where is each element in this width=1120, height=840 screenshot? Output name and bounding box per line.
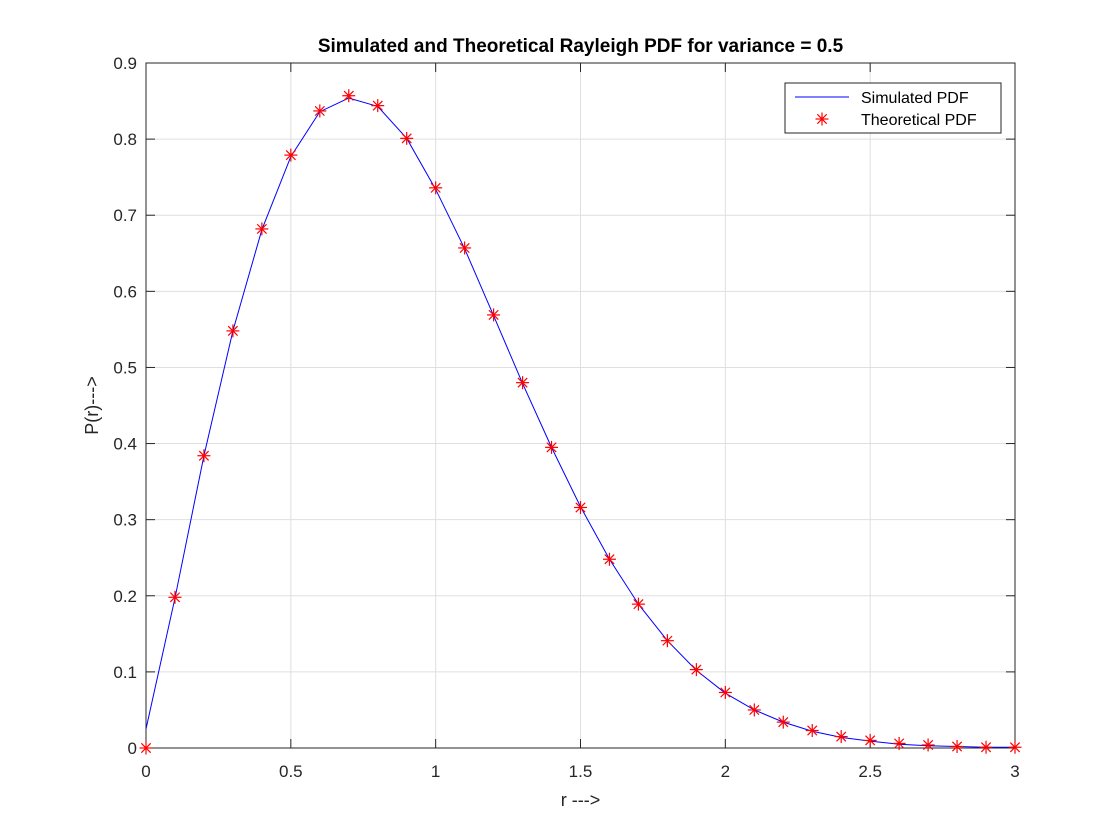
grid-lines [145,62,1016,749]
data-point-theoretical-pdf [226,324,240,338]
y-tick-label: 0 [128,739,137,758]
data-point-theoretical-pdf [284,148,298,162]
data-point-theoretical-pdf [892,736,906,750]
data-point-theoretical-pdf [168,590,182,604]
data-point-theoretical-pdf [139,741,153,755]
data-point-theoretical-pdf [313,104,327,118]
y-tick-label: 0.7 [113,206,137,225]
x-tick-label: 1 [431,762,440,781]
data-point-theoretical-pdf [747,703,761,717]
y-tick-label: 0.9 [113,54,137,73]
x-tick-label: 1.5 [569,762,593,781]
y-tick-label: 0.8 [113,130,137,149]
data-point-theoretical-pdf [371,99,385,113]
y-tick-label: 0.3 [113,511,137,530]
data-point-theoretical-pdf [921,738,935,752]
y-axis-label: P(r)---> [82,376,102,434]
legend-box [784,82,1002,134]
data-point-theoretical-pdf [342,89,356,103]
data-point-theoretical-pdf [631,597,645,611]
legend-asterisk-icon [815,112,829,126]
legend-label-theoretical: Theoretical PDF [861,112,977,129]
legend-marker-sample [815,112,829,126]
data-point-theoretical-pdf [429,181,443,195]
data-point-theoretical-pdf [255,222,269,236]
y-tick-label: 0.5 [113,358,137,377]
data-point-theoretical-pdf [863,733,877,747]
series-group [139,89,1022,755]
data-point-theoretical-pdf [689,663,703,677]
legend: Simulated PDF Theoretical PDF [784,82,1002,134]
x-tick-label: 2 [721,762,730,781]
data-point-theoretical-pdf [805,723,819,737]
y-tick-label: 0.2 [113,587,137,606]
x-axis-label: r ---> [561,790,601,810]
data-point-theoretical-pdf [834,730,848,744]
y-tick-label: 0.4 [113,435,137,454]
y-tick-label: 0.6 [113,282,137,301]
data-point-theoretical-pdf [718,685,732,699]
chart-title: Simulated and Theoretical Rayleigh PDF f… [318,36,844,57]
data-point-theoretical-pdf [516,376,530,390]
x-tick-label: 0.5 [279,762,303,781]
x-tick-label: 2.5 [858,762,882,781]
data-point-theoretical-pdf [487,308,501,322]
data-point-theoretical-pdf [197,449,211,463]
axis-ticks: 0 0.5 1 1.5 2 2.5 3 0 0.1 0.2 0.3 0.4 0.5 0.6 0.7 0.8 0.… [113,54,1019,781]
data-point-theoretical-pdf [574,500,587,514]
y-tick-label: 0.1 [113,663,137,682]
data-point-theoretical-pdf [979,740,993,754]
x-tick-label: 0 [141,762,150,781]
legend-label-simulated: Simulated PDF [861,90,969,107]
data-point-theoretical-pdf [1008,740,1022,754]
data-point-theoretical-pdf [400,131,414,145]
data-point-theoretical-pdf [602,552,616,566]
data-point-theoretical-pdf [660,634,674,648]
data-point-theoretical-pdf [950,739,964,753]
x-tick-label: 3 [1010,762,1019,781]
data-point-theoretical-pdf [545,440,559,454]
data-point-theoretical-pdf [458,241,472,255]
data-point-theoretical-pdf [776,715,790,729]
